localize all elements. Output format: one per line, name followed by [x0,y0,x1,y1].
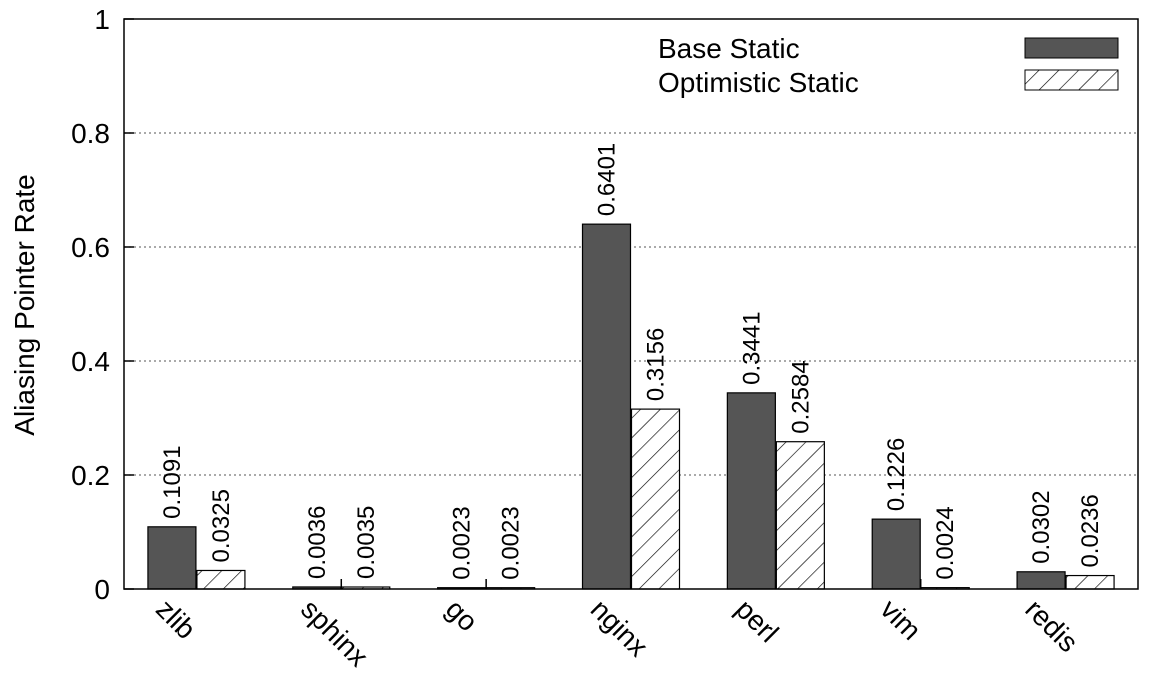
data-label: 0.3156 [643,328,670,401]
data-label: 0.0024 [932,506,959,579]
bar-zlib-optimistic [196,569,246,590]
bar-perl-base [726,392,776,590]
x-tick-label-vim: vim [874,593,927,646]
x-tick-labels: zlib sphinx go nginx perl vim redis [150,593,1084,672]
data-label: 0.0325 [208,489,235,562]
legend: Base Static Optimistic Static [658,33,1119,98]
legend-label-base-static: Base Static [658,33,800,64]
bar-perl-optimistic [775,441,825,590]
bar-nginx-optimistic [630,408,681,590]
data-label: 0.0023 [449,506,476,579]
y-tick-label: 0.8 [71,118,110,149]
y-tick-label: 1 [94,4,110,35]
data-label: 0.1226 [883,438,910,511]
data-label: 0.1091 [159,445,186,518]
data-label: 0.0035 [353,506,380,579]
y-tick-label: 0.6 [71,232,110,263]
data-label: 0.0023 [498,506,525,579]
x-tick-label-perl: perl [730,593,785,648]
y-tick-label: 0 [94,574,110,605]
bar-redis-optimistic [1065,574,1115,590]
legend-swatch-base-static [1024,37,1119,59]
x-tick-label-nginx: nginx [585,593,654,662]
legend-swatch-optimistic-static [1024,69,1119,91]
data-label: 0.0302 [1028,490,1055,563]
bar-zlib-base [147,526,197,590]
bar-redis-base [1016,571,1066,590]
x-tick-label-zlib: zlib [150,593,202,645]
x-tick-label-redis: redis [1019,593,1084,658]
data-label: 0.3441 [738,311,765,384]
x-tick-label-sphinx: sphinx [295,593,374,672]
data-labels: 0.1091 0.0325 0.0036 0.0035 0.0023 0.0023 0.64… [159,143,1104,580]
legend-label-optimistic-static: Optimistic Static [658,67,859,98]
y-tick-label: 0.4 [71,346,110,377]
y-tick-label: 0.2 [71,460,110,491]
data-label: 0.6401 [594,143,621,216]
data-label: 0.0236 [1077,494,1104,567]
bars [147,223,1115,590]
y-axis-label: Aliasing Pointer Rate [9,174,40,435]
bar-vim-base [871,518,921,590]
axis-ticks: 0 0.2 0.4 0.6 0.8 1 [71,4,1067,605]
data-label: 0.2584 [787,360,814,433]
bar-nginx-base [581,223,632,590]
data-label: 0.0036 [304,506,331,579]
x-tick-label-go: go [440,593,484,637]
